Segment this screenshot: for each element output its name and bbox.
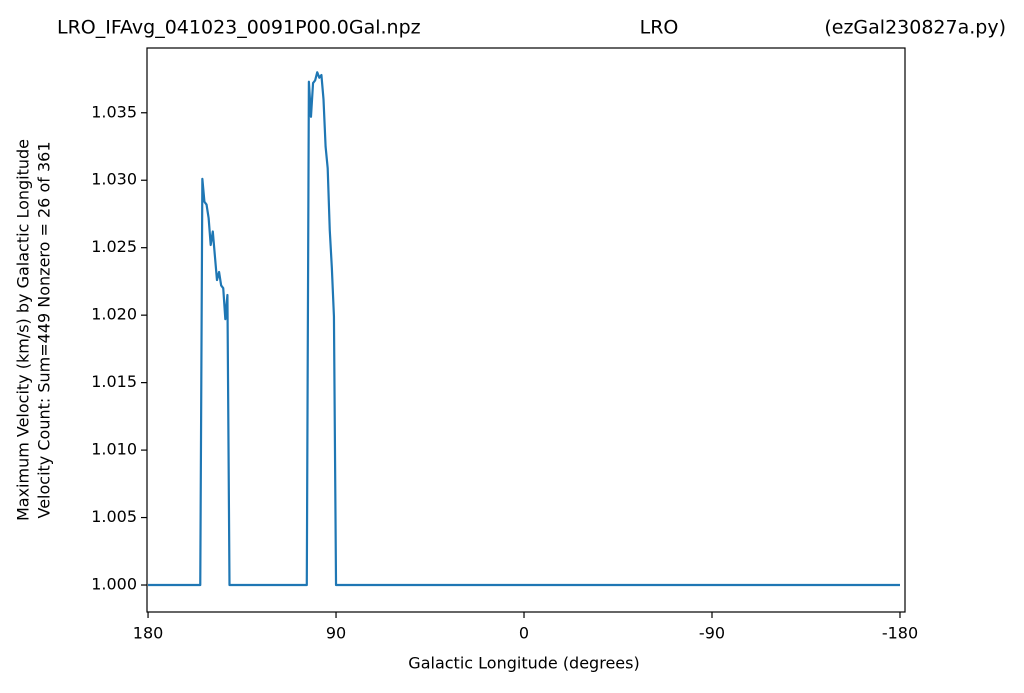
x-axis-label: Galactic Longitude (degrees) bbox=[408, 654, 639, 673]
x-tick-label: -180 bbox=[882, 624, 918, 643]
chart-title-right: (ezGal230827a.py) bbox=[824, 17, 1006, 39]
y-axis-label: Velocity Count: Sum=449 Nonzero = 26 of … bbox=[35, 142, 54, 519]
y-tick-label: 1.015 bbox=[91, 372, 137, 391]
y-tick-label: 1.025 bbox=[91, 237, 137, 256]
y-axis-label: Maximum Velocity (km/s) by Galactic Long… bbox=[14, 139, 33, 521]
y-tick-label: 1.005 bbox=[91, 507, 137, 526]
y-tick-label: 1.010 bbox=[91, 440, 137, 459]
y-tick-label: 1.035 bbox=[91, 102, 137, 121]
data-line bbox=[148, 71, 900, 587]
y-tick-label: 1.000 bbox=[91, 575, 137, 594]
x-tick-label: -90 bbox=[699, 624, 725, 643]
plot-frame bbox=[146, 47, 906, 613]
chart-title: LRO bbox=[640, 17, 679, 39]
y-tick-label: 1.030 bbox=[91, 170, 137, 189]
x-tick-label: 0 bbox=[519, 624, 529, 643]
y-tick-label: 1.020 bbox=[91, 305, 137, 324]
x-tick-label: 90 bbox=[326, 624, 346, 643]
x-tick-label: 180 bbox=[133, 624, 164, 643]
chart-title-left: LRO_IFAvg_041023_0091P00.0Gal.npz bbox=[57, 17, 421, 39]
